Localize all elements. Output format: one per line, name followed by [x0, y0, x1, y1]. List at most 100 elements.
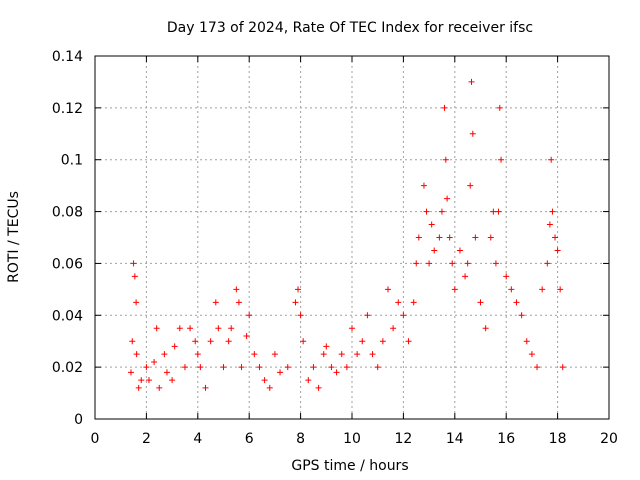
x-tick-label: 16 — [497, 431, 515, 447]
data-point — [492, 260, 499, 267]
data-point — [225, 338, 232, 345]
grid-lines — [95, 56, 609, 419]
x-tick-label: 0 — [91, 431, 100, 447]
data-point — [369, 351, 376, 358]
data-point — [423, 208, 430, 215]
data-point — [374, 364, 381, 371]
x-tick-label: 14 — [446, 431, 464, 447]
data-point — [315, 384, 322, 391]
data-point — [400, 312, 407, 319]
data-point — [202, 384, 209, 391]
data-point — [441, 104, 448, 111]
data-point — [212, 299, 219, 306]
data-point — [292, 299, 299, 306]
data-point — [546, 221, 553, 228]
y-tick-label: 0.12 — [52, 101, 83, 117]
data-point — [207, 338, 214, 345]
data-point — [127, 369, 134, 376]
data-point — [169, 377, 176, 384]
axis-ticks — [94, 55, 610, 420]
data-point — [197, 364, 204, 371]
data-point — [472, 234, 479, 241]
x-tick-label: 2 — [142, 431, 151, 447]
data-point — [323, 343, 330, 350]
data-point — [192, 338, 199, 345]
data-point — [503, 273, 510, 280]
data-point — [266, 384, 273, 391]
data-point — [528, 351, 535, 358]
data-point — [145, 377, 152, 384]
data-point — [549, 208, 556, 215]
data-point — [384, 286, 391, 293]
data-point — [464, 260, 471, 267]
data-point — [426, 260, 433, 267]
data-point — [161, 351, 168, 358]
data-point — [310, 364, 317, 371]
data-point — [228, 325, 235, 332]
data-point — [456, 247, 463, 254]
data-point — [143, 364, 150, 371]
data-point — [300, 338, 307, 345]
data-point — [498, 156, 505, 163]
data-point — [482, 325, 489, 332]
data-point — [246, 312, 253, 319]
data-point — [354, 351, 361, 358]
data-point — [379, 338, 386, 345]
data-point — [181, 364, 188, 371]
data-point — [420, 182, 427, 189]
data-point — [349, 325, 355, 332]
data-points — [127, 78, 566, 391]
data-point — [415, 234, 422, 241]
data-point — [133, 351, 140, 358]
data-point — [284, 364, 291, 371]
data-point — [449, 260, 456, 267]
data-point — [557, 286, 564, 293]
data-point — [446, 234, 453, 241]
data-point — [251, 351, 258, 358]
data-point — [238, 364, 245, 371]
data-point — [496, 104, 503, 111]
data-point — [405, 338, 412, 345]
x-tick-label: 20 — [600, 431, 618, 447]
data-point — [468, 78, 475, 85]
data-point — [243, 333, 250, 340]
data-point — [438, 208, 445, 215]
data-point — [554, 247, 561, 254]
data-point — [233, 286, 240, 293]
data-point — [328, 364, 335, 371]
data-point — [490, 208, 497, 215]
data-point — [559, 364, 566, 371]
data-point — [138, 377, 145, 384]
data-point — [271, 351, 278, 358]
data-point — [256, 364, 263, 371]
data-point — [359, 338, 366, 345]
data-point — [176, 325, 183, 332]
data-point — [539, 286, 546, 293]
chart-title: Day 173 of 2024, Rate Of TEC Index for r… — [167, 20, 533, 36]
data-point — [163, 369, 170, 376]
data-point — [444, 195, 451, 202]
data-point — [194, 351, 201, 358]
y-tick-label: 0 — [74, 412, 83, 428]
data-point — [295, 286, 302, 293]
data-point — [277, 369, 284, 376]
data-point — [135, 384, 142, 391]
data-point — [508, 286, 515, 293]
x-tick-label: 6 — [245, 431, 254, 447]
data-point — [333, 369, 340, 376]
data-point — [343, 364, 350, 371]
data-point — [513, 299, 520, 306]
data-point — [261, 377, 268, 384]
data-point — [305, 377, 312, 384]
data-point — [410, 299, 417, 306]
y-tick-label: 0.08 — [52, 205, 83, 221]
data-point — [431, 247, 438, 254]
x-tick-label: 10 — [343, 431, 361, 447]
data-point — [428, 221, 435, 228]
data-point — [548, 156, 555, 163]
data-point — [523, 338, 530, 345]
data-point — [129, 338, 136, 345]
data-point — [495, 208, 502, 215]
